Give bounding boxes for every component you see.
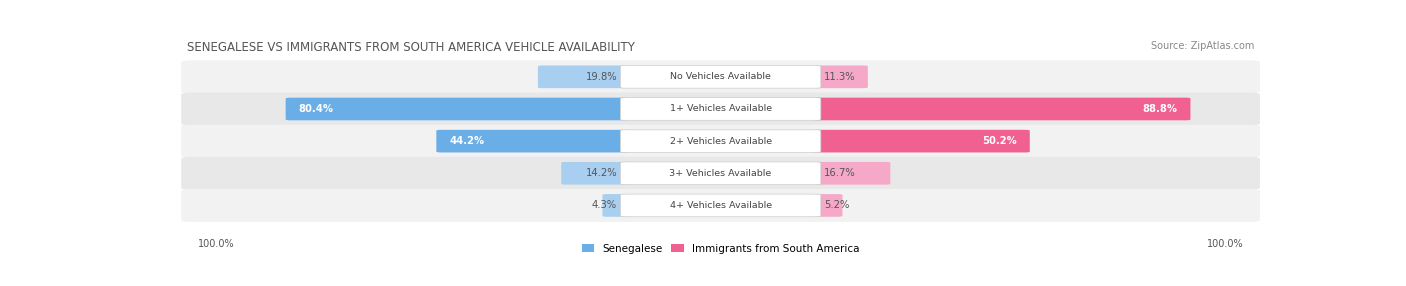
FancyBboxPatch shape bbox=[813, 130, 1029, 152]
Text: 14.2%: 14.2% bbox=[585, 168, 617, 178]
FancyBboxPatch shape bbox=[181, 189, 1260, 222]
Text: 2+ Vehicles Available: 2+ Vehicles Available bbox=[669, 137, 772, 146]
Text: 100.0%: 100.0% bbox=[197, 239, 235, 249]
FancyBboxPatch shape bbox=[813, 162, 890, 184]
Text: 19.8%: 19.8% bbox=[585, 72, 617, 82]
Text: 100.0%: 100.0% bbox=[1206, 239, 1244, 249]
FancyBboxPatch shape bbox=[813, 194, 842, 217]
FancyBboxPatch shape bbox=[620, 194, 821, 217]
FancyBboxPatch shape bbox=[538, 65, 628, 88]
FancyBboxPatch shape bbox=[436, 130, 628, 152]
FancyBboxPatch shape bbox=[813, 65, 868, 88]
Text: 1+ Vehicles Available: 1+ Vehicles Available bbox=[669, 104, 772, 114]
FancyBboxPatch shape bbox=[181, 92, 1260, 126]
FancyBboxPatch shape bbox=[561, 162, 628, 184]
FancyBboxPatch shape bbox=[602, 194, 628, 217]
FancyBboxPatch shape bbox=[620, 65, 821, 88]
FancyBboxPatch shape bbox=[620, 130, 821, 152]
Text: SENEGALESE VS IMMIGRANTS FROM SOUTH AMERICA VEHICLE AVAILABILITY: SENEGALESE VS IMMIGRANTS FROM SOUTH AMER… bbox=[187, 41, 634, 54]
Text: 80.4%: 80.4% bbox=[298, 104, 333, 114]
FancyBboxPatch shape bbox=[620, 98, 821, 120]
Text: 4.3%: 4.3% bbox=[592, 200, 617, 210]
FancyBboxPatch shape bbox=[181, 125, 1260, 158]
FancyBboxPatch shape bbox=[181, 157, 1260, 190]
Text: No Vehicles Available: No Vehicles Available bbox=[671, 72, 770, 81]
Text: 50.2%: 50.2% bbox=[981, 136, 1017, 146]
FancyBboxPatch shape bbox=[285, 98, 628, 120]
Text: 3+ Vehicles Available: 3+ Vehicles Available bbox=[669, 169, 772, 178]
Text: 5.2%: 5.2% bbox=[824, 200, 849, 210]
FancyBboxPatch shape bbox=[181, 60, 1260, 93]
Text: 88.8%: 88.8% bbox=[1142, 104, 1177, 114]
Text: 16.7%: 16.7% bbox=[824, 168, 856, 178]
FancyBboxPatch shape bbox=[813, 98, 1191, 120]
FancyBboxPatch shape bbox=[620, 162, 821, 184]
Legend: Senegalese, Immigrants from South America: Senegalese, Immigrants from South Americ… bbox=[582, 244, 859, 254]
Text: 44.2%: 44.2% bbox=[450, 136, 485, 146]
Text: 11.3%: 11.3% bbox=[824, 72, 856, 82]
Text: Source: ZipAtlas.com: Source: ZipAtlas.com bbox=[1152, 41, 1254, 51]
Text: 4+ Vehicles Available: 4+ Vehicles Available bbox=[669, 201, 772, 210]
